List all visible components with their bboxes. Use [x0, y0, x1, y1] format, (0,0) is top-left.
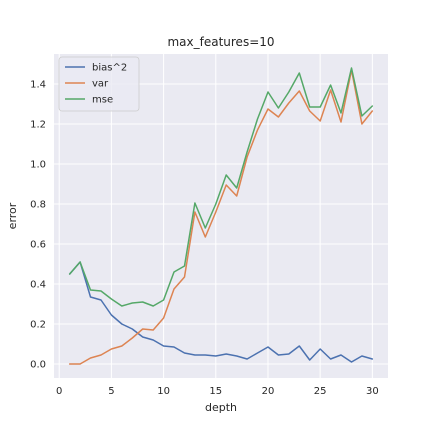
- legend-box: [58, 56, 140, 112]
- legend-entry: var: [92, 79, 109, 90]
- chart-title: max_features=10: [167, 35, 274, 49]
- series-line-mse: [68, 67, 374, 307]
- legend: bias^2 var mse: [58, 56, 140, 112]
- x-tick-label: 15: [209, 386, 222, 397]
- legend-entry: mse: [92, 95, 113, 106]
- x-tick-label: 10: [157, 386, 170, 397]
- x-tick-label: 25: [314, 386, 327, 397]
- x-tick-label: 20: [262, 386, 275, 397]
- y-tick-label: 0.4: [30, 280, 46, 291]
- y-tick-label: 1.4: [30, 80, 46, 91]
- series-layer: [68, 67, 374, 365]
- y-tick-label: 0.2: [30, 320, 46, 331]
- x-tick-label: 30: [366, 386, 379, 397]
- y-tick-label: 1.0: [30, 160, 46, 171]
- series-line-var: [68, 69, 374, 365]
- x-axis-label: depth: [205, 401, 237, 414]
- y-tick-label: 0.0: [30, 360, 46, 371]
- y-tick-label: 0.8: [30, 200, 46, 211]
- series-line-bias-2: [68, 261, 374, 363]
- y-tick-label: 1.2: [30, 120, 46, 131]
- x-tick-label: 5: [108, 386, 114, 397]
- legend-entry: bias^2: [92, 63, 127, 74]
- y-axis-label: error: [6, 202, 19, 229]
- y-tick-label: 0.6: [30, 240, 46, 251]
- x-axis-ticks: 0 5 10 15 20 25 30: [56, 386, 379, 397]
- x-tick-label: 0: [56, 386, 62, 397]
- grid: [54, 54, 388, 378]
- y-axis-ticks: 0.0 0.2 0.4 0.6 0.8 1.0 1.2 1.4: [30, 80, 46, 371]
